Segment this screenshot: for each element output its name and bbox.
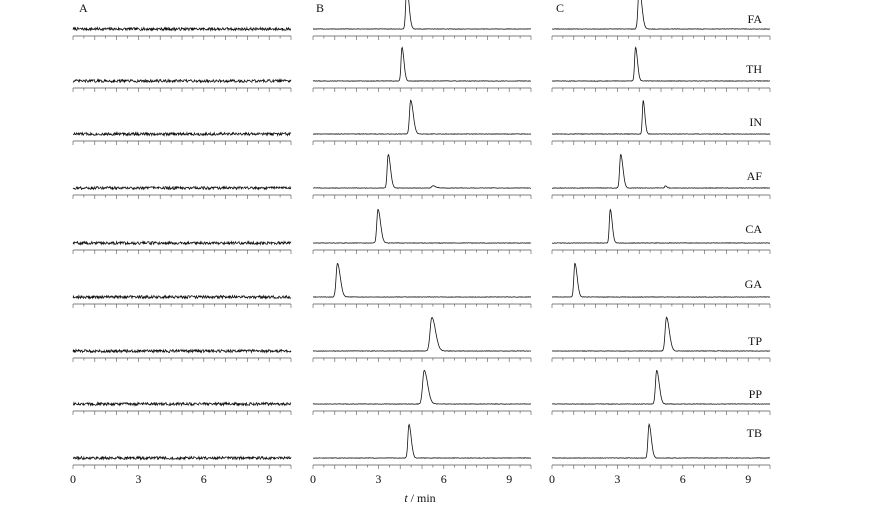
- trace-b-fa: [312, 0, 532, 40]
- row-label-tp: TP: [748, 334, 762, 348]
- trace-a-fa: [72, 26, 292, 40]
- row-label-pp: PP: [749, 387, 763, 401]
- trace-c-tb: 0 3 6 9: [549, 422, 771, 486]
- row-label-ca: CA: [745, 222, 762, 236]
- x-tick-label: 6: [680, 472, 686, 486]
- trace-a-ca: [72, 240, 292, 254]
- chromatogram-line: [312, 423, 532, 459]
- row-label-af: AF: [747, 169, 763, 183]
- trace-a-ga: [72, 294, 292, 308]
- chromatogram-line: [312, 369, 532, 405]
- x-tick-label: 6: [441, 472, 447, 486]
- row-labels-group: FA TH IN AF CA GA TP PP TB: [745, 12, 763, 440]
- x-tick-label: 0: [70, 472, 76, 486]
- row-label-th: TH: [746, 62, 762, 76]
- row-label-fa: FA: [748, 12, 763, 26]
- panel-label-c: C: [556, 1, 564, 15]
- chromatogram-line: [312, 99, 532, 135]
- x-tick-label: 0: [549, 472, 555, 486]
- chromatogram-line: [72, 26, 292, 32]
- x-axis-title: t / min: [404, 491, 435, 505]
- panel-label-b: B: [316, 1, 324, 15]
- chromatogram-line: [72, 240, 292, 246]
- trace-b-ga: [312, 263, 532, 308]
- chromatogram-line: [551, 208, 771, 244]
- row-label-ga: GA: [745, 277, 763, 291]
- trace-b-tb: 0 3 6 9: [310, 423, 532, 486]
- chromatogram-line: [72, 185, 292, 191]
- trace-a-in: [72, 131, 292, 145]
- chromatogram-line: [312, 46, 532, 82]
- x-tick-label: 9: [745, 472, 751, 486]
- trace-b-ca: [312, 208, 532, 254]
- panel-b: B 0 3 6 9: [310, 0, 532, 486]
- panel-c: C 0 3 6 9: [549, 0, 771, 486]
- chromatogram-line: [551, 422, 771, 459]
- chromatogram-line: [312, 153, 532, 189]
- chromatogram-line: [551, 100, 771, 135]
- trace-b-th: [312, 46, 532, 92]
- panel-label-a: A: [79, 1, 88, 15]
- trace-a-tb: 0 3 6 9: [70, 455, 292, 486]
- x-tick-label: 0: [310, 472, 316, 486]
- x-tick-label: 3: [614, 472, 620, 486]
- trace-a-tp: [72, 348, 292, 362]
- trace-c-ga: [551, 262, 771, 308]
- trace-c-pp: [551, 369, 771, 415]
- panels-group: A 0 3 6 9 B 0 3 6 9 C 0 3 6 9: [70, 0, 771, 486]
- x-tick-label: 9: [266, 472, 272, 486]
- chromatogram-line: [72, 348, 292, 354]
- trace-a-af: [72, 185, 292, 199]
- x-tick-label: 9: [506, 472, 512, 486]
- chromatogram-line: [72, 401, 292, 407]
- panel-a: A 0 3 6 9: [70, 1, 292, 486]
- x-tick-label: 3: [135, 472, 141, 486]
- trace-c-in: [551, 100, 771, 145]
- chromatogram-line: [551, 46, 771, 82]
- trace-c-ca: [551, 208, 771, 254]
- chromatogram-line: [72, 131, 292, 137]
- chromatogram-line: [312, 317, 532, 352]
- chromatogram-line: [551, 262, 771, 298]
- trace-a-pp: [72, 401, 292, 415]
- chromatogram-line: [551, 316, 771, 352]
- trace-a-th: [72, 78, 292, 92]
- row-label-in: IN: [749, 115, 762, 129]
- chromatogram-line: [72, 455, 292, 461]
- trace-b-in: [312, 99, 532, 145]
- chromatogram-line: [551, 0, 771, 30]
- chromatogram-line: [312, 208, 532, 244]
- chromatogram-line: [312, 263, 532, 298]
- x-tick-label: 6: [201, 472, 207, 486]
- x-tick-label: 3: [375, 472, 381, 486]
- chromatogram-line: [312, 0, 532, 30]
- trace-b-tp: [312, 317, 532, 362]
- row-label-tb: TB: [747, 426, 762, 440]
- trace-c-th: [551, 46, 771, 92]
- trace-b-af: [312, 153, 532, 199]
- chromatogram-line: [551, 369, 771, 405]
- chromatogram-line: [72, 294, 292, 300]
- trace-c-af: [551, 153, 771, 199]
- trace-c-fa: [551, 0, 771, 40]
- trace-b-pp: [312, 369, 532, 415]
- chromatogram-line: [551, 153, 771, 189]
- trace-c-tp: [551, 316, 771, 362]
- chromatogram-line: [72, 78, 292, 84]
